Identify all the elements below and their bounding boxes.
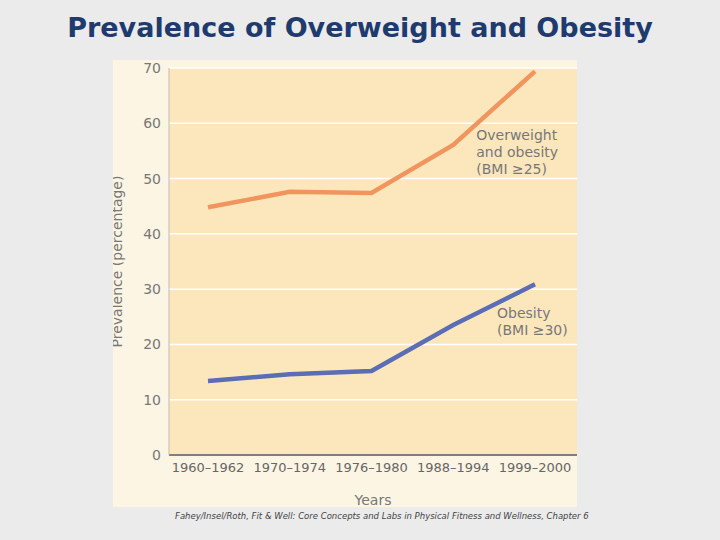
svg-text:1970–1974: 1970–1974: [253, 460, 326, 475]
svg-text:1988–1994: 1988–1994: [417, 460, 490, 475]
svg-text:20: 20: [143, 336, 161, 352]
svg-text:40: 40: [143, 226, 161, 242]
svg-text:Overweightand obesity(BMI ≥25): Overweightand obesity(BMI ≥25): [476, 127, 558, 177]
svg-text:60: 60: [143, 115, 161, 131]
svg-text:70: 70: [143, 60, 161, 76]
svg-text:1960–1962: 1960–1962: [172, 460, 245, 475]
html-text:Prevalence of Overweight and O: Prevalence of Overweight and Obesity: [67, 12, 653, 43]
svg-text:50: 50: [143, 171, 161, 187]
svg-text:30: 30: [143, 281, 161, 297]
svg-text:0: 0: [152, 447, 161, 463]
svg-text:Prevalence (percentage): Prevalence (percentage): [113, 176, 125, 348]
html-text:Fahey/Insel/Roth, Fit & Well:: Fahey/Insel/Roth, Fit & Well: Core Conce…: [175, 511, 589, 521]
svg-text:Obesity(BMI ≥30): Obesity(BMI ≥30): [497, 305, 568, 338]
svg-text:1976–1980: 1976–1980: [335, 460, 408, 475]
svg-text:10: 10: [143, 392, 161, 408]
svg-text:1999–2000: 1999–2000: [499, 460, 572, 475]
svg-text:Years: Years: [354, 492, 392, 507]
